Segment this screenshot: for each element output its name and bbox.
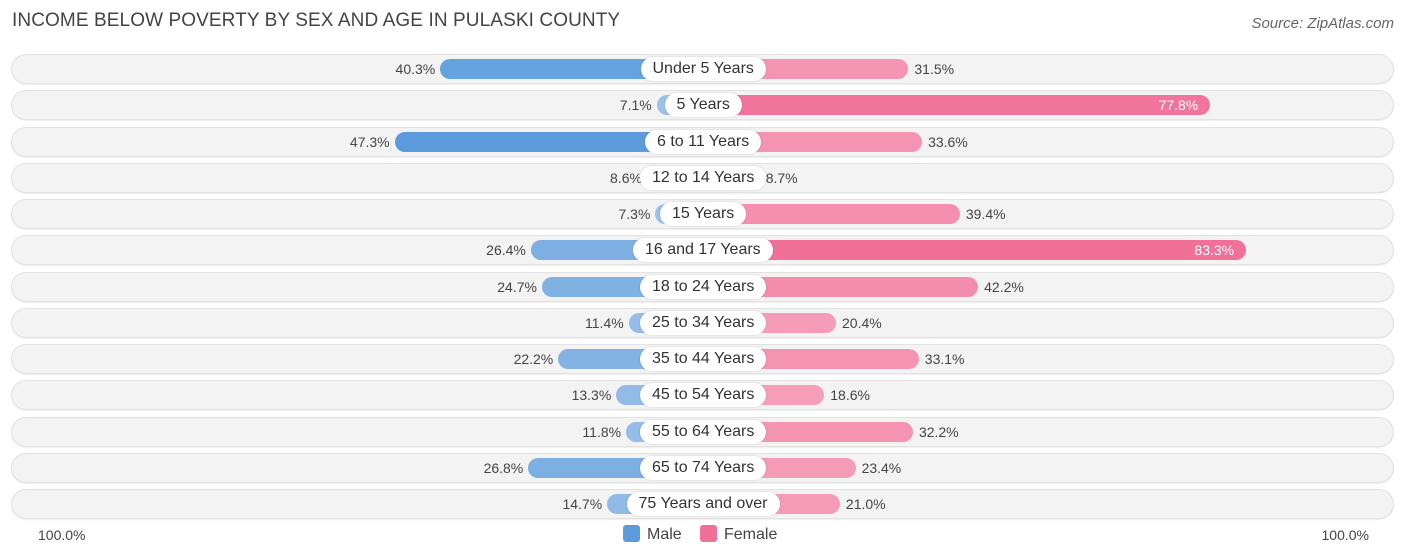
value-label-female: 39.4% bbox=[965, 206, 1006, 222]
axis-right-label: 100.0% bbox=[1321, 527, 1369, 543]
chart-row: 11.8% 32.2% 55 to 64 Years bbox=[12, 418, 1393, 446]
bar-male bbox=[440, 59, 703, 79]
value-label-male: 47.3% bbox=[349, 134, 390, 150]
value-label-male: 13.3% bbox=[571, 387, 612, 403]
chart-row: 26.4% 83.3% 16 and 17 Years bbox=[12, 236, 1393, 264]
value-label-male: 22.2% bbox=[513, 351, 554, 367]
value-label-male: 26.8% bbox=[483, 460, 524, 476]
source-label: Source: ZipAtlas.com bbox=[1251, 15, 1394, 32]
chart-row: 40.3% 31.5% Under 5 Years bbox=[12, 55, 1393, 83]
bar-male bbox=[394, 132, 703, 152]
category-label: 12 to 14 Years bbox=[640, 166, 767, 190]
category-label: 65 to 74 Years bbox=[640, 456, 767, 480]
chart-row: 26.8% 23.4% 65 to 74 Years bbox=[12, 454, 1393, 482]
value-label-male: 11.4% bbox=[585, 315, 624, 331]
chart-title: INCOME BELOW POVERTY BY SEX AND AGE IN P… bbox=[12, 10, 621, 31]
value-label-male: 11.8% bbox=[582, 424, 622, 440]
value-label-female: 18.6% bbox=[830, 387, 870, 403]
value-label-female: 32.2% bbox=[918, 424, 959, 440]
value-label-male: 40.3% bbox=[395, 61, 436, 77]
value-label-female: 83.3% bbox=[1194, 242, 1235, 258]
value-label-female: 33.1% bbox=[924, 351, 965, 367]
category-label: 75 Years and over bbox=[626, 492, 780, 516]
value-label-female: 33.6% bbox=[928, 134, 968, 150]
legend: Male Female bbox=[0, 524, 1406, 546]
chart-row: 22.2% 33.1% 35 to 44 Years bbox=[12, 345, 1393, 373]
value-label-female: 77.8% bbox=[1158, 97, 1199, 113]
value-label-female: 42.2% bbox=[984, 279, 1024, 295]
value-label-male: 8.6% bbox=[610, 170, 642, 186]
value-label-male: 7.1% bbox=[619, 97, 652, 113]
legend-item-female: Female bbox=[700, 524, 777, 546]
chart-row: 14.7% 21.0% 75 Years and over bbox=[12, 490, 1393, 518]
value-label-male: 7.3% bbox=[618, 206, 651, 222]
category-label: 18 to 24 Years bbox=[640, 275, 767, 299]
chart-row: 7.1% 77.8% 5 Years bbox=[12, 91, 1393, 119]
chart-row: 11.4% 20.4% 25 to 34 Years bbox=[12, 309, 1393, 337]
value-label-male: 14.7% bbox=[562, 496, 603, 512]
axis-left-label: 100.0% bbox=[38, 527, 86, 543]
value-label-male: 26.4% bbox=[486, 242, 526, 258]
category-label: 5 Years bbox=[664, 93, 742, 117]
category-label: 25 to 34 Years bbox=[640, 311, 767, 335]
chart-row: 24.7% 42.2% 18 to 24 Years bbox=[12, 273, 1393, 301]
category-label: Under 5 Years bbox=[640, 57, 766, 81]
bar-female bbox=[703, 277, 979, 297]
value-label-male: 24.7% bbox=[497, 279, 537, 295]
legend-swatch-male bbox=[623, 525, 640, 542]
category-label: 6 to 11 Years bbox=[645, 130, 762, 154]
value-label-female: 20.4% bbox=[842, 315, 882, 331]
legend-swatch-female bbox=[700, 525, 717, 542]
chart-row: 13.3% 18.6% 45 to 54 Years bbox=[12, 381, 1393, 409]
bar-female bbox=[703, 240, 1247, 260]
chart-row: 7.3% 39.4% 15 Years bbox=[12, 200, 1393, 228]
chart-row: 8.6% 8.7% 12 to 14 Years bbox=[12, 164, 1393, 192]
bar-female bbox=[703, 95, 1211, 115]
value-label-female: 8.7% bbox=[765, 170, 798, 186]
value-label-female: 31.5% bbox=[914, 61, 955, 77]
legend-item-male: Male bbox=[623, 524, 682, 546]
bar-female bbox=[703, 204, 960, 224]
legend-label-female: Female bbox=[724, 526, 778, 543]
category-label: 15 Years bbox=[660, 202, 747, 226]
category-label: 55 to 64 Years bbox=[640, 420, 767, 444]
legend-label-male: Male bbox=[647, 526, 682, 543]
category-label: 35 to 44 Years bbox=[640, 347, 767, 371]
category-label: 16 and 17 Years bbox=[633, 238, 773, 262]
value-label-female: 21.0% bbox=[845, 496, 886, 512]
category-label: 45 to 54 Years bbox=[640, 383, 767, 407]
chart-row: 47.3% 33.6% 6 to 11 Years bbox=[12, 128, 1393, 156]
value-label-female: 23.4% bbox=[861, 460, 902, 476]
